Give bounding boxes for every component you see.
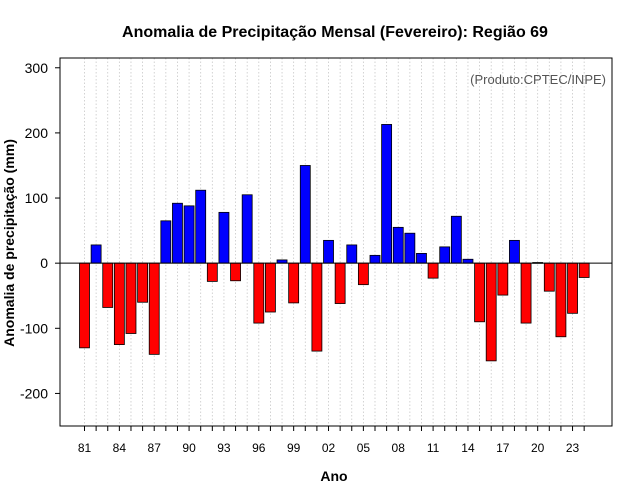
bar-86 <box>137 262 149 303</box>
bar-17 <box>497 262 509 296</box>
bar-22 <box>555 262 567 338</box>
bar-92 <box>206 262 218 282</box>
bar-23 <box>567 262 578 314</box>
y-tick-label: 300 <box>25 60 49 76</box>
bar-06 <box>369 254 381 264</box>
bar-00 <box>299 165 311 264</box>
chart-title: Anomalia de Precipitação Mensal (Feverei… <box>122 24 548 41</box>
x-tick-label: 14 <box>461 441 475 455</box>
bar-82 <box>90 244 102 264</box>
x-tick-label: 08 <box>392 441 406 455</box>
bar-84 <box>113 262 125 345</box>
x-tick-label: 17 <box>496 441 510 455</box>
bar-89 <box>172 202 183 264</box>
bar-97 <box>265 262 276 313</box>
y-tick-label: 200 <box>25 125 49 141</box>
y-tick-label: 100 <box>25 190 49 206</box>
bar-12 <box>439 246 451 264</box>
bar-15 <box>474 262 485 323</box>
bar-87 <box>148 262 160 355</box>
x-tick-label: 87 <box>148 441 162 455</box>
bar-99 <box>288 262 300 304</box>
bar-14 <box>462 258 474 264</box>
x-tick-label: 11 <box>427 441 440 455</box>
bar-13 <box>450 215 462 264</box>
bar-24 <box>578 262 590 278</box>
bar-90 <box>183 205 195 264</box>
y-axis-title: Anomalia de precipitação (mm) <box>1 139 17 347</box>
x-tick-label: 02 <box>322 441 336 455</box>
x-tick-label: 96 <box>252 441 266 455</box>
x-tick-label: 84 <box>113 441 127 455</box>
x-tick-label: 90 <box>182 441 196 455</box>
bar-91 <box>195 189 207 264</box>
bar-10 <box>416 252 427 264</box>
x-tick-label: 99 <box>287 441 301 455</box>
bar-85 <box>125 262 137 334</box>
bar-09 <box>404 232 416 264</box>
x-axis-title: Ano <box>320 468 347 484</box>
product-credit: (Produto:CPTEC/INPE) <box>470 72 606 87</box>
bar-81 <box>79 262 90 349</box>
bar-88 <box>160 220 172 264</box>
plot-area-frame <box>59 57 613 427</box>
bar-96 <box>253 262 265 324</box>
bars <box>79 124 590 362</box>
bar-11 <box>427 262 439 279</box>
x-tick-label: 23 <box>566 441 580 455</box>
bar-18 <box>509 239 520 264</box>
bar-83 <box>102 262 114 308</box>
x-axis: 81 84 87 90 93 96 99 02 05 08 11 14 17 20 23 <box>78 426 585 455</box>
bar-03 <box>334 262 346 304</box>
x-tick-label: 81 <box>78 441 92 455</box>
y-tick-label: 0 <box>40 255 48 271</box>
y-tick-label: -200 <box>20 385 48 401</box>
x-tick-label: 05 <box>357 441 371 455</box>
bar-08 <box>392 226 404 264</box>
bar-95 <box>241 194 253 264</box>
bar-07 <box>381 124 393 264</box>
y-axis: -200 -100 0 100 200 300 <box>20 60 60 401</box>
x-tick-label: 20 <box>531 441 545 455</box>
bar-01 <box>311 262 323 352</box>
bar-19 <box>520 262 532 324</box>
bar-16 <box>485 262 497 362</box>
bar-93 <box>218 211 230 264</box>
bar-02 <box>323 239 334 264</box>
x-tick-label: 93 <box>217 441 231 455</box>
y-tick-label: -100 <box>20 320 48 336</box>
bar-94 <box>230 262 241 282</box>
bar-04 <box>346 244 358 264</box>
bar-05 <box>357 262 369 286</box>
bar-21 <box>543 262 555 292</box>
